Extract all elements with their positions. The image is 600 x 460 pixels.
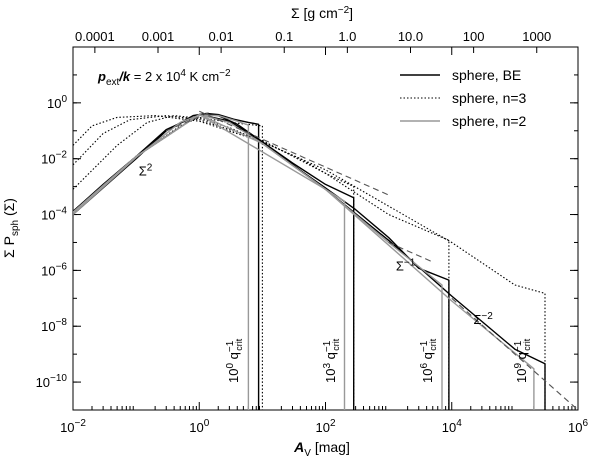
- series-line-12: [165, 110, 213, 132]
- top-tick-label: 100: [463, 29, 485, 44]
- series-line-1: [73, 113, 355, 410]
- slope-label-sigma-minus-1: Σ−1: [396, 257, 416, 273]
- series-line-14: [388, 241, 433, 263]
- top-tick-label: 0.001: [142, 29, 175, 44]
- x-tick-label: 100: [189, 418, 209, 435]
- top-tick-label: 0.1: [275, 29, 293, 44]
- series-line-6: [73, 115, 450, 410]
- y-tick-label: 100: [47, 94, 67, 111]
- cutoff-label-q0: 100 q−1crit: [225, 338, 244, 383]
- series-line-8: [73, 114, 250, 410]
- y-tick-label: 10−10: [36, 373, 68, 390]
- series-line-10: [73, 113, 443, 410]
- x-tick-label: 10−2: [60, 418, 86, 435]
- series-line-7: [73, 115, 546, 410]
- y-tick-label: 10−6: [41, 261, 67, 278]
- cutoff-label-q6: 106 q−1crit: [419, 338, 438, 383]
- axis-ticks: 10−2 100 102 104 106 100 10−2 10−4 10−6 10−8 10−10…: [36, 29, 589, 435]
- legend-label-n3: sphere, n=3: [452, 90, 527, 106]
- top-tick-label: 1000: [522, 29, 551, 44]
- series-line-15: [451, 297, 578, 410]
- cutoff-label-q3: 103 q−1crit: [322, 338, 341, 383]
- y-axis-title: Σ Psph (Σ): [1, 198, 21, 258]
- series-line-5: [73, 115, 355, 410]
- series-line-2: [73, 113, 450, 410]
- legend-label-be: sphere, BE: [452, 67, 521, 83]
- series-line-11: [73, 113, 535, 410]
- top-tick-label: 0.0001: [75, 29, 115, 44]
- cutoff-label-q9: 109 q−1crit: [513, 338, 532, 383]
- top-tick-label: 10.0: [398, 29, 423, 44]
- x-tick-label: 106: [568, 418, 588, 435]
- pressure-annotation: pext/k = 2 x 104 K cm−2: [97, 68, 231, 88]
- top-axis-title: Σ [g cm−2]: [291, 5, 353, 21]
- x-tick-label: 104: [442, 418, 462, 435]
- legend: sphere, BE sphere, n=3 sphere, n=2: [400, 67, 527, 129]
- slope-label-sigma-2: Σ2: [139, 163, 153, 179]
- series-line-13: [199, 110, 389, 196]
- data-curves: [73, 110, 578, 410]
- series-line-9: [73, 113, 346, 410]
- x-axis-title: AV [mag]: [293, 439, 350, 459]
- top-tick-label: 0.01: [208, 29, 233, 44]
- x-tick-label: 102: [315, 418, 335, 435]
- series-line-3: [73, 113, 546, 410]
- legend-label-n2: sphere, n=2: [452, 113, 527, 129]
- top-tick-label: 1.0: [338, 29, 356, 44]
- slope-label-sigma-minus-2: Σ−2: [473, 311, 493, 327]
- y-tick-label: 10−4: [41, 206, 67, 223]
- y-tick-label: 10−8: [41, 317, 67, 334]
- y-tick-label: 10−2: [41, 150, 67, 167]
